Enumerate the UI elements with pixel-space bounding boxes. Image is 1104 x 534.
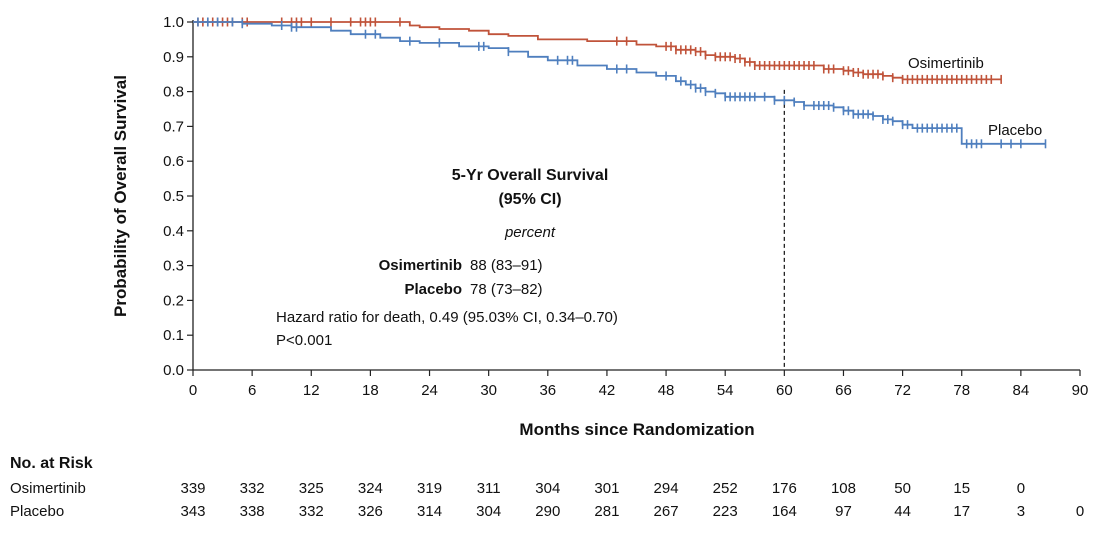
- x-tick-label: 66: [835, 382, 852, 399]
- at-risk-osimertinib-value: 311: [477, 480, 501, 497]
- x-tick-label: 12: [303, 382, 320, 399]
- inset-title-line2: (95% CI): [498, 191, 561, 208]
- y-tick-label: 0.0: [163, 362, 184, 379]
- y-tick-label: 0.5: [163, 188, 184, 205]
- at-risk-osimertinib-value: 294: [654, 480, 679, 497]
- inset-placebo-name: Placebo: [404, 281, 462, 298]
- x-tick-label: 6: [248, 382, 256, 399]
- x-tick-label: 48: [658, 382, 675, 399]
- y-tick-label: 0.9: [163, 49, 184, 66]
- at-risk-placebo-value: 314: [417, 503, 442, 520]
- survival-inset: 5-Yr Overall Survival (95% CI) percent O…: [276, 167, 618, 349]
- at-risk-osimertinib-value: 332: [240, 480, 265, 497]
- y-tick-label: 0.6: [163, 153, 184, 170]
- at-risk-placebo-value: 97: [835, 503, 852, 520]
- inset-placebo-value: 78 (73–82): [470, 281, 543, 298]
- x-tick-label: 72: [894, 382, 911, 399]
- at-risk-placebo-value: 164: [772, 503, 797, 520]
- at-risk-placebo-value: 343: [180, 503, 205, 520]
- x-tick-label: 42: [599, 382, 616, 399]
- x-tick-label: 54: [717, 382, 734, 399]
- at-risk-osimertinib-value: 304: [535, 480, 560, 497]
- x-tick-label: 24: [421, 382, 438, 399]
- at-risk-placebo-value: 44: [894, 503, 911, 520]
- inset-osimertinib-name: Osimertinib: [379, 257, 462, 274]
- at-risk-placebo-value: 338: [240, 503, 265, 520]
- x-tick-label: 0: [189, 382, 197, 399]
- at-risk-placebo-value: 0: [1076, 503, 1084, 520]
- y-tick-label: 0.8: [163, 84, 184, 101]
- at-risk-placebo-value: 304: [476, 503, 501, 520]
- placebo-curve-label: Placebo: [988, 122, 1042, 139]
- x-tick-label: 90: [1072, 382, 1089, 399]
- x-axis-title: Months since Randomization: [519, 420, 754, 439]
- x-tick-label: 18: [362, 382, 379, 399]
- axes-layer: 0.0 0.1 0.2 0.3 0.4 0.5 0.6 0.7 0.8 0.9 1.0 0 6 12 18 2…: [163, 14, 1088, 399]
- at-risk-table: 339 332 325 324 319 311 304 301 294 252 176 108 50 15…: [180, 480, 1084, 520]
- x-tick-label: 84: [1013, 382, 1030, 399]
- x-tick-label: 36: [539, 382, 556, 399]
- at-risk-osimertinib-value: 0: [1017, 480, 1025, 497]
- at-risk-osimertinib-label: Osimertinib: [10, 480, 86, 497]
- y-tick-label: 0.7: [163, 118, 184, 135]
- at-risk-osimertinib-value: 325: [299, 480, 324, 497]
- x-tick-label: 30: [480, 382, 497, 399]
- x-tick-label: 60: [776, 382, 793, 399]
- at-risk-placebo-value: 281: [594, 503, 619, 520]
- y-tick-label: 0.2: [163, 292, 184, 309]
- hazard-ratio-text: Hazard ratio for death, 0.49 (95.03% CI,…: [276, 309, 618, 326]
- osimertinib-curve: [193, 21, 1002, 81]
- y-tick-label: 0.1: [163, 327, 184, 344]
- at-risk-placebo-value: 3: [1017, 503, 1025, 520]
- y-axis-title: Probability of Overall Survival: [111, 75, 130, 317]
- y-tick-label: 0.4: [163, 223, 184, 240]
- curves-layer: [193, 17, 1047, 149]
- x-tick-label: 78: [953, 382, 970, 399]
- at-risk-placebo-value: 332: [299, 503, 324, 520]
- at-risk-osimertinib-value: 301: [594, 480, 619, 497]
- inset-unit: percent: [504, 224, 556, 241]
- at-risk-placebo-value: 267: [654, 503, 679, 520]
- p-value-text: P<0.001: [276, 332, 332, 349]
- inset-osimertinib-value: 88 (83–91): [470, 257, 543, 274]
- at-risk-osimertinib-value: 319: [417, 480, 442, 497]
- at-risk-placebo-value: 326: [358, 503, 383, 520]
- inset-title-line1: 5-Yr Overall Survival: [452, 167, 609, 184]
- y-tick-label: 0.3: [163, 258, 184, 275]
- at-risk-placebo-value: 290: [535, 503, 560, 520]
- at-risk-osimertinib-value: 252: [713, 480, 738, 497]
- at-risk-placebo-value: 17: [953, 503, 970, 520]
- at-risk-osimertinib-value: 108: [831, 480, 856, 497]
- osimertinib-curve-label: Osimertinib: [908, 55, 984, 72]
- at-risk-osimertinib-value: 176: [772, 480, 797, 497]
- at-risk-osimertinib-value: 50: [894, 480, 911, 497]
- at-risk-placebo-value: 223: [713, 503, 738, 520]
- at-risk-title: No. at Risk: [10, 455, 93, 472]
- at-risk-placebo-label: Placebo: [10, 503, 64, 520]
- at-risk-osimertinib-value: 324: [358, 480, 383, 497]
- at-risk-osimertinib-value: 339: [180, 480, 205, 497]
- at-risk-osimertinib-value: 15: [953, 480, 970, 497]
- y-tick-label: 1.0: [163, 14, 184, 31]
